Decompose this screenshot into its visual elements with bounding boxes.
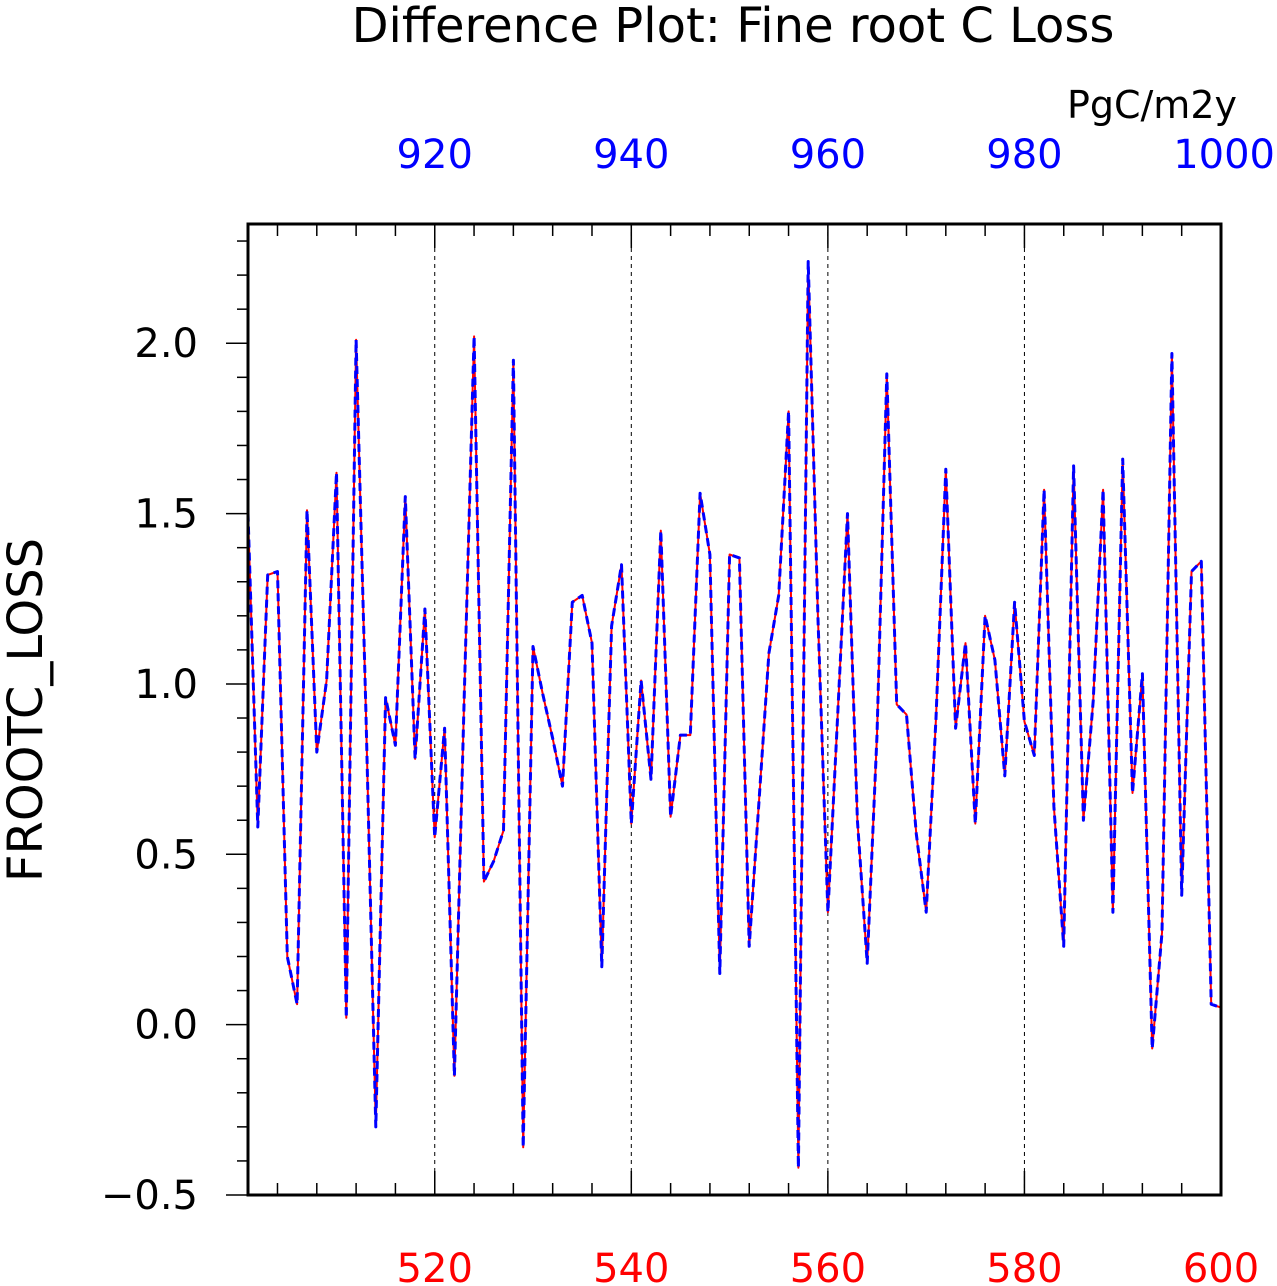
x-tick-label-bottom: 540 xyxy=(593,1246,669,1286)
y-tick-label: 0.5 xyxy=(134,832,198,878)
series-line-bottom-axis xyxy=(247,260,1222,1169)
x-tick-label-bottom: 600 xyxy=(1183,1246,1259,1286)
x-tick-label-top: 920 xyxy=(397,132,473,178)
series-line-top-axis xyxy=(246,260,1222,1170)
x-tick-label-bottom: 520 xyxy=(397,1246,473,1286)
x-tick-label-top: 1000 xyxy=(1173,132,1275,178)
plot-frame xyxy=(246,222,1223,1197)
x-tick-label-top: 980 xyxy=(986,132,1062,178)
x-tick-label-top: 960 xyxy=(790,132,866,178)
x-tick-label-top: 940 xyxy=(593,132,669,178)
y-tick-label: −0.5 xyxy=(101,1173,198,1219)
x-tick-label-bottom: 560 xyxy=(790,1246,866,1286)
y-tick-label: 0.0 xyxy=(134,1003,198,1049)
y-tick-label: 1.0 xyxy=(134,662,198,708)
tick-labels: −0.5 0.0 0.5 1.0 1.5 2.0 520 540 560 580 600 920 940… xyxy=(101,132,1275,1286)
y-axis-label: FROOTC_LOSS xyxy=(0,538,54,882)
series-lines xyxy=(246,260,1222,1170)
y-tick-label: 1.5 xyxy=(134,492,198,538)
gridlines xyxy=(434,224,1025,1195)
x-tick-label-bottom: 580 xyxy=(986,1246,1062,1286)
y-tick-label: 2.0 xyxy=(134,321,198,367)
chart-title: Difference Plot: Fine root C Loss xyxy=(352,0,1115,54)
units-label: PgC/m2y xyxy=(1067,83,1237,127)
axis-ticks xyxy=(226,224,1222,1196)
